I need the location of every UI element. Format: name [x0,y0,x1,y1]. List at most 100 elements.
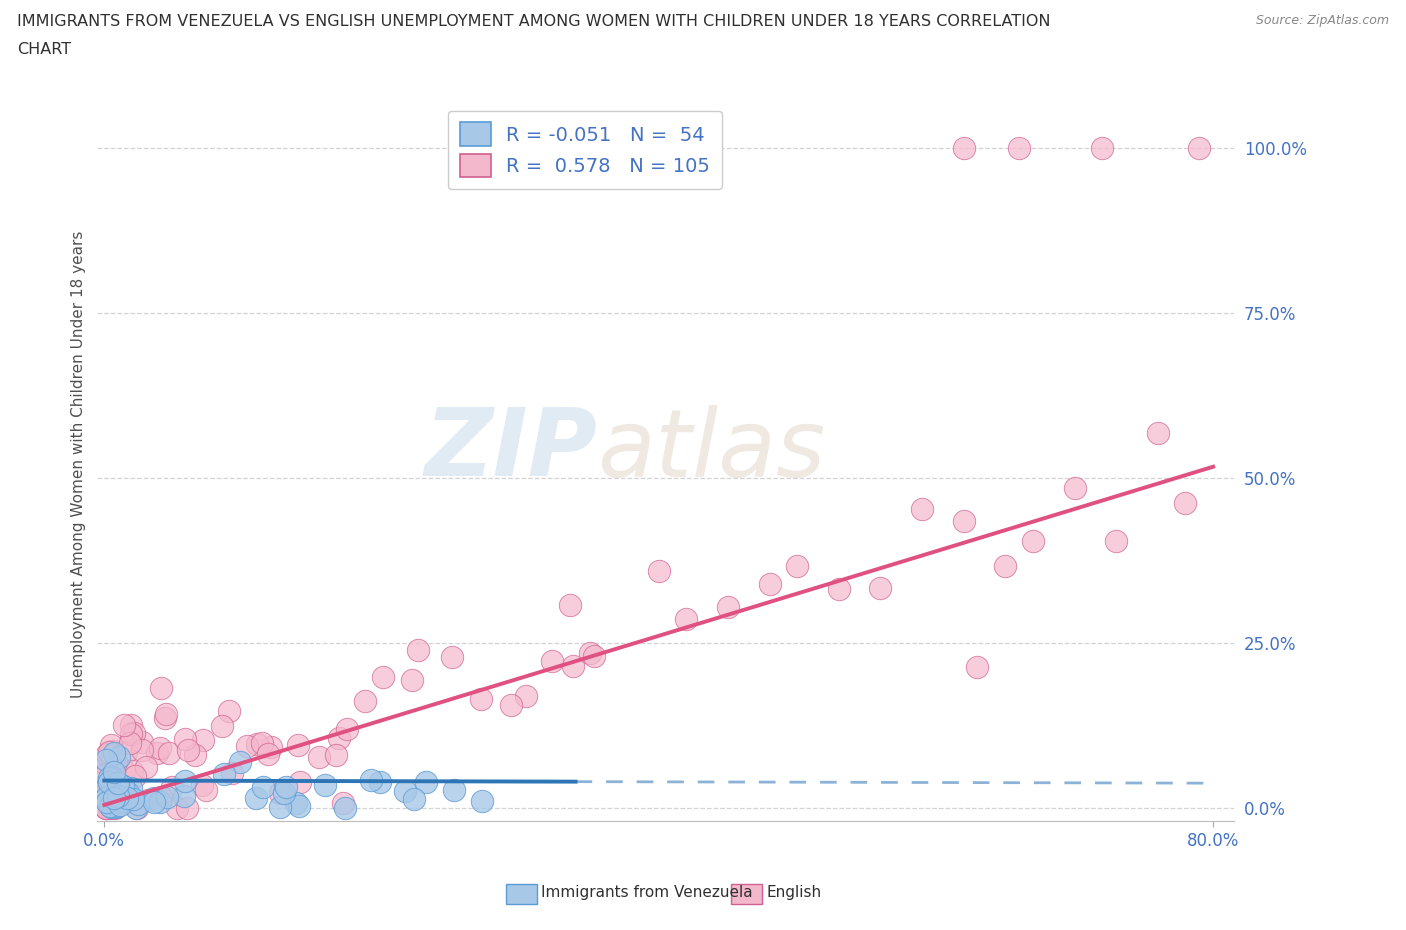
Point [273,786,295,801]
Point [149,795,172,810]
Point [94,766,117,781]
Point [146,746,169,761]
Point [441,649,464,664]
Point [290,775,312,790]
Point [245,737,267,751]
Point [314,777,336,792]
Point [499,698,522,712]
Text: Source: ZipAtlas.com: Source: ZipAtlas.com [1256,14,1389,27]
Text: English: English [766,885,821,900]
Point [98,775,121,790]
Point [1174,496,1197,511]
Point [96,747,118,762]
Point [104,754,127,769]
Point [211,718,233,733]
Point [952,140,974,155]
Point [107,780,129,795]
Legend: R = -0.051   N =  54, R =  0.578   N = 105: R = -0.051 N = 54, R = 0.578 N = 105 [449,111,721,189]
Point [257,747,280,762]
Point [143,794,166,809]
Point [105,799,128,814]
Point [218,703,240,718]
Text: ZIP: ZIP [425,405,598,497]
Point [328,731,350,746]
Point [103,764,125,779]
Point [828,581,851,596]
Point [1008,140,1031,155]
Point [131,742,153,757]
Point [274,779,297,794]
Point [121,764,143,778]
Point [100,770,122,785]
Point [332,795,354,810]
Point [127,796,149,811]
Point [135,760,157,775]
Point [966,659,988,674]
Point [94,790,117,805]
Point [107,795,129,810]
Point [287,737,309,752]
Point [107,789,129,804]
Point [124,769,146,784]
Point [94,801,117,816]
Point [105,777,128,791]
Point [325,748,347,763]
Point [156,790,179,804]
Point [107,776,129,790]
Point [368,775,391,790]
Point [308,750,330,764]
Point [221,765,243,780]
Point [112,717,135,732]
Point [561,658,583,673]
Point [394,783,416,798]
Point [401,672,423,687]
Point [252,780,274,795]
Point [717,600,740,615]
Point [103,757,125,772]
Point [869,580,891,595]
Point [98,786,121,801]
Point [96,780,118,795]
Point [360,773,382,788]
Point [415,774,437,789]
Point [101,801,124,816]
Point [470,691,492,706]
Point [184,747,207,762]
Point [98,775,121,790]
Point [191,777,214,792]
Point [114,764,136,778]
Point [103,746,125,761]
Point [107,750,129,764]
Point [120,780,142,795]
Point [98,770,121,785]
Point [541,653,564,668]
Point [110,781,132,796]
Point [94,756,117,771]
Point [122,792,145,807]
Point [191,733,214,748]
Point [94,753,117,768]
Point [103,790,125,805]
Point [98,801,121,816]
Point [100,737,122,752]
Point [675,611,697,626]
Point [245,790,267,805]
Point [173,731,195,746]
Point [120,736,142,751]
Point [408,643,430,658]
Point [155,707,177,722]
Point [558,597,581,612]
Point [101,744,124,759]
Text: IMMIGRANTS FROM VENEZUELA VS ENGLISH UNEMPLOYMENT AMONG WOMEN WITH CHILDREN UNDE: IMMIGRANTS FROM VENEZUELA VS ENGLISH UNE… [17,14,1050,29]
Point [176,801,198,816]
Point [125,801,148,816]
Point [120,726,142,741]
Point [131,735,153,750]
Point [471,793,494,808]
Text: atlas: atlas [598,405,825,496]
Point [335,800,357,815]
Point [155,711,177,725]
Point [98,745,121,760]
Point [150,790,173,804]
Point [582,648,605,663]
